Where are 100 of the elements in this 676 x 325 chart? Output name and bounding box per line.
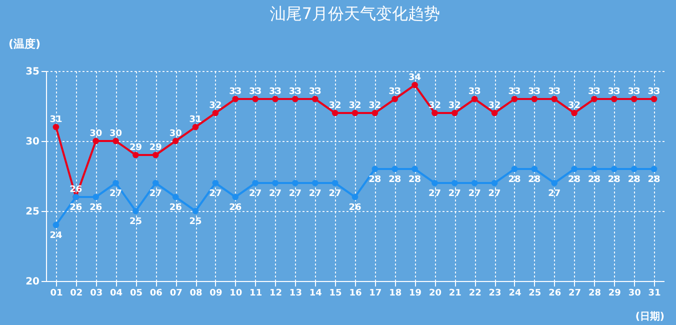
x-tick-label: 23 (488, 288, 502, 298)
point (312, 96, 318, 102)
data-label: 28 (408, 175, 422, 185)
point (630, 166, 638, 172)
x-tick-label: 07 (170, 288, 182, 298)
point (132, 152, 139, 158)
point (432, 180, 438, 186)
point (52, 222, 60, 228)
data-label: 24 (50, 231, 62, 241)
x-tick-label: 05 (130, 288, 142, 298)
data-label: 27 (488, 189, 501, 199)
point (52, 124, 60, 130)
data-label: 33 (308, 87, 322, 97)
point (332, 180, 338, 186)
x-tick-label: 22 (468, 288, 482, 298)
x-tick-label: 04 (110, 288, 123, 298)
point (252, 180, 258, 186)
point (112, 180, 119, 186)
data-label: 27 (548, 189, 561, 199)
data-label: 32 (568, 101, 581, 111)
data-label: 26 (229, 203, 242, 213)
data-label: 28 (388, 175, 402, 185)
data-label: 27 (328, 189, 342, 199)
point (352, 194, 358, 200)
x-tick-label: 09 (210, 288, 222, 298)
data-label: 33 (508, 87, 521, 97)
data-label: 27 (288, 189, 302, 199)
point (332, 110, 338, 116)
data-label: 26 (348, 203, 362, 213)
x-tick-label: 13 (289, 288, 302, 298)
data-label: 33 (588, 87, 600, 97)
point (372, 110, 378, 116)
point (192, 208, 199, 214)
x-tick-label: 20 (428, 288, 442, 298)
x-tick-label: 01 (50, 288, 63, 298)
point (192, 124, 199, 130)
data-label: 30 (110, 129, 122, 139)
data-label: 32 (348, 101, 362, 111)
point (591, 96, 598, 102)
point (511, 96, 518, 102)
point (571, 110, 578, 116)
x-tick-label: 03 (90, 288, 103, 298)
data-label: 28 (368, 175, 382, 185)
point (412, 166, 418, 172)
data-label: 29 (129, 143, 142, 153)
point (650, 166, 658, 172)
point (152, 152, 159, 158)
data-label: 26 (169, 203, 182, 213)
y-tick-label: 20 (26, 276, 40, 288)
point (491, 110, 498, 116)
data-label: 34 (408, 73, 422, 83)
data-label: 33 (388, 87, 402, 97)
x-tick-label: 14 (309, 288, 322, 298)
point (132, 208, 139, 214)
x-tick-label: 27 (568, 288, 582, 298)
data-label: 28 (628, 175, 640, 185)
data-label: 33 (608, 87, 620, 97)
point (92, 194, 99, 200)
point (591, 166, 598, 172)
x-tick-label: 10 (230, 288, 242, 298)
point (212, 110, 219, 116)
x-tick-label: 18 (389, 288, 402, 298)
x-tick-label: 11 (250, 288, 262, 298)
x-tick-label: 26 (548, 288, 562, 298)
point (252, 96, 258, 102)
data-label: 27 (428, 189, 442, 199)
data-label: 26 (90, 203, 102, 213)
data-label: 28 (568, 175, 581, 185)
point (432, 110, 438, 116)
point (292, 180, 298, 186)
data-label: 33 (229, 87, 242, 97)
data-label: 28 (608, 175, 620, 185)
point (551, 180, 558, 186)
x-tick-label: 16 (349, 288, 362, 298)
point (352, 110, 358, 116)
data-label: 33 (548, 87, 561, 97)
x-tick-label: 21 (448, 288, 462, 298)
x-tick-label: 17 (369, 288, 382, 298)
data-label: 32 (328, 101, 342, 111)
data-label: 27 (448, 189, 461, 199)
point (372, 166, 378, 172)
x-tick-label: 06 (150, 288, 162, 298)
point (112, 138, 119, 144)
point (471, 96, 478, 102)
data-label: 27 (249, 189, 262, 199)
x-tick-label: 15 (329, 288, 342, 298)
point (152, 180, 159, 186)
x-tick-label: 29 (608, 288, 621, 298)
point (312, 180, 318, 186)
x-tick-label: 08 (190, 288, 202, 298)
point (551, 96, 558, 102)
data-label: 33 (288, 87, 302, 97)
point (531, 166, 538, 172)
data-label: 27 (209, 189, 222, 199)
data-label: 28 (588, 175, 600, 185)
data-label: 32 (209, 101, 222, 111)
data-label: 28 (508, 175, 521, 185)
data-label: 30 (169, 129, 182, 139)
point (611, 96, 618, 102)
y-axis-title: (温度) (8, 38, 41, 50)
